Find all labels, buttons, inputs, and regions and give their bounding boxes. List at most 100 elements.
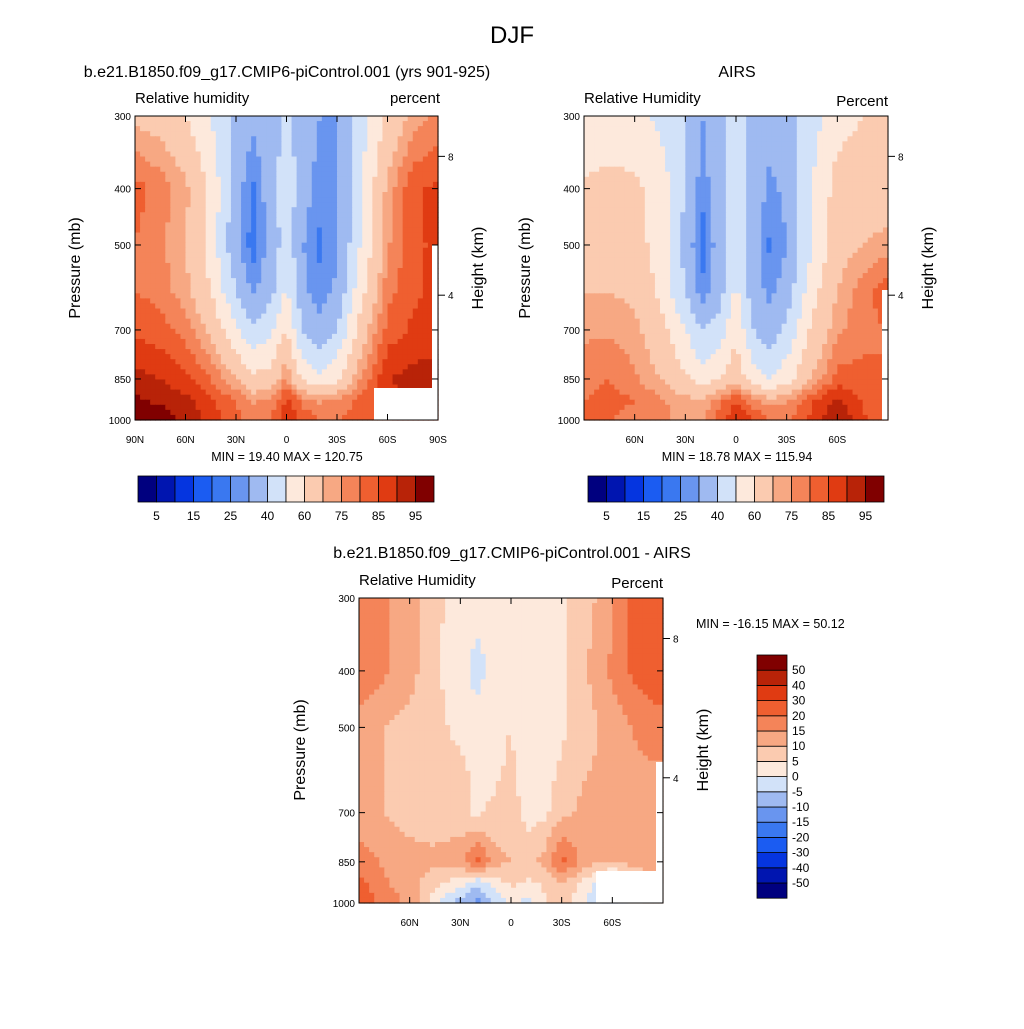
heatmap-cell xyxy=(186,354,192,360)
heatmap-cell xyxy=(201,233,207,239)
y-tick-label: 1000 xyxy=(109,416,132,427)
heatmap-cell xyxy=(711,131,717,137)
heatmap-cell xyxy=(388,324,394,330)
heatmap-cell xyxy=(165,359,171,365)
heatmap-cell xyxy=(302,339,308,345)
heatmap-cell xyxy=(201,369,207,375)
heatmap-cell xyxy=(736,151,742,157)
heatmap-cell xyxy=(584,167,590,173)
heatmap-cell xyxy=(135,354,141,360)
heatmap-cell xyxy=(175,410,181,416)
heatmap-cell xyxy=(342,288,348,294)
heatmap-cell xyxy=(261,374,267,380)
heatmap-cell xyxy=(281,283,287,289)
heatmap-cell xyxy=(408,354,414,360)
heatmap-cell xyxy=(307,329,313,335)
heatmap-cell xyxy=(276,374,282,380)
heatmap-cell xyxy=(619,187,625,193)
heatmap-cell xyxy=(413,379,419,385)
heatmap-cell xyxy=(196,222,202,228)
heatmap-cell xyxy=(337,258,343,264)
heatmap-cell xyxy=(645,222,651,228)
heatmap-cell xyxy=(271,278,277,284)
heatmap-cell xyxy=(297,126,303,132)
heatmap-cell xyxy=(403,146,409,152)
heatmap-cell xyxy=(327,273,333,279)
heatmap-cell xyxy=(246,349,252,355)
heatmap-cell xyxy=(403,288,409,294)
heatmap-cell xyxy=(155,192,161,198)
heatmap-cell xyxy=(630,146,636,152)
heatmap-cell xyxy=(236,126,242,132)
heatmap-cell xyxy=(317,162,323,168)
heatmap-cell xyxy=(782,207,788,213)
heatmap-cell xyxy=(246,395,252,401)
heatmap-cell xyxy=(352,379,358,385)
heatmap-cell xyxy=(594,207,600,213)
heatmap-cell xyxy=(625,207,631,213)
heatmap-cell xyxy=(276,136,282,142)
heatmap-cell xyxy=(322,329,328,335)
heatmap-cell xyxy=(145,303,151,309)
heatmap-cell xyxy=(206,116,212,122)
heatmap-cell xyxy=(307,349,313,355)
heatmap-cell xyxy=(614,187,620,193)
heatmap-cell xyxy=(675,167,681,173)
heatmap-cell xyxy=(837,217,843,223)
heatmap-cell xyxy=(342,359,348,365)
heatmap-cell xyxy=(266,385,272,391)
heatmap-cell xyxy=(302,177,308,183)
heatmap-cell xyxy=(403,354,409,360)
heatmap-cell xyxy=(858,146,864,152)
heatmap-cell xyxy=(312,233,318,239)
heatmap-cell xyxy=(206,253,212,259)
heatmap-cell xyxy=(701,167,707,173)
heatmap-cell xyxy=(145,233,151,239)
heatmap-cell xyxy=(317,344,323,350)
heatmap-cell xyxy=(599,207,605,213)
heatmap-cell xyxy=(357,162,363,168)
heatmap-cell xyxy=(317,248,323,254)
heatmap-cell xyxy=(660,182,666,188)
heatmap-cell xyxy=(140,126,146,132)
heatmap-cell xyxy=(362,374,368,380)
heatmap-cell xyxy=(170,151,176,157)
heatmap-cell xyxy=(599,162,605,168)
heatmap-cell xyxy=(413,334,419,340)
heatmap-cell xyxy=(625,167,631,173)
heatmap-cell xyxy=(180,319,186,325)
heatmap-cell xyxy=(352,121,358,127)
heatmap-cell xyxy=(428,187,434,193)
heatmap-cell xyxy=(337,131,343,137)
heatmap-cell xyxy=(165,243,171,249)
heatmap-cell xyxy=(357,136,363,142)
heatmap-cell xyxy=(276,222,282,228)
heatmap-cell xyxy=(726,126,732,132)
heatmap-cell xyxy=(357,197,363,203)
heatmap-cell xyxy=(721,151,727,157)
heatmap-cell xyxy=(191,243,197,249)
heatmap-cell xyxy=(807,141,813,147)
heatmap-cell xyxy=(832,141,838,147)
heatmap-cell xyxy=(751,197,757,203)
heatmap-cell xyxy=(665,141,671,147)
heatmap-cell xyxy=(388,141,394,147)
heatmap-cell xyxy=(226,334,232,340)
heatmap-cell xyxy=(236,319,242,325)
x-tick-label: 90S xyxy=(429,435,447,446)
heatmap-cell xyxy=(670,187,676,193)
heatmap-cell xyxy=(216,207,222,213)
heatmap-cell xyxy=(413,233,419,239)
heatmap-cell xyxy=(266,222,272,228)
heatmap-cell xyxy=(408,374,414,380)
heatmap-cell xyxy=(619,217,625,223)
heatmap-cell xyxy=(191,309,197,315)
heatmap-cell xyxy=(155,324,161,330)
heatmap-cell xyxy=(246,136,252,142)
heatmap-cell xyxy=(408,126,414,132)
heatmap-cell xyxy=(680,131,686,137)
heatmap-cell xyxy=(858,172,864,178)
heatmap-cell xyxy=(418,369,424,375)
heatmap-cell xyxy=(155,344,161,350)
heatmap-cell xyxy=(150,410,156,416)
